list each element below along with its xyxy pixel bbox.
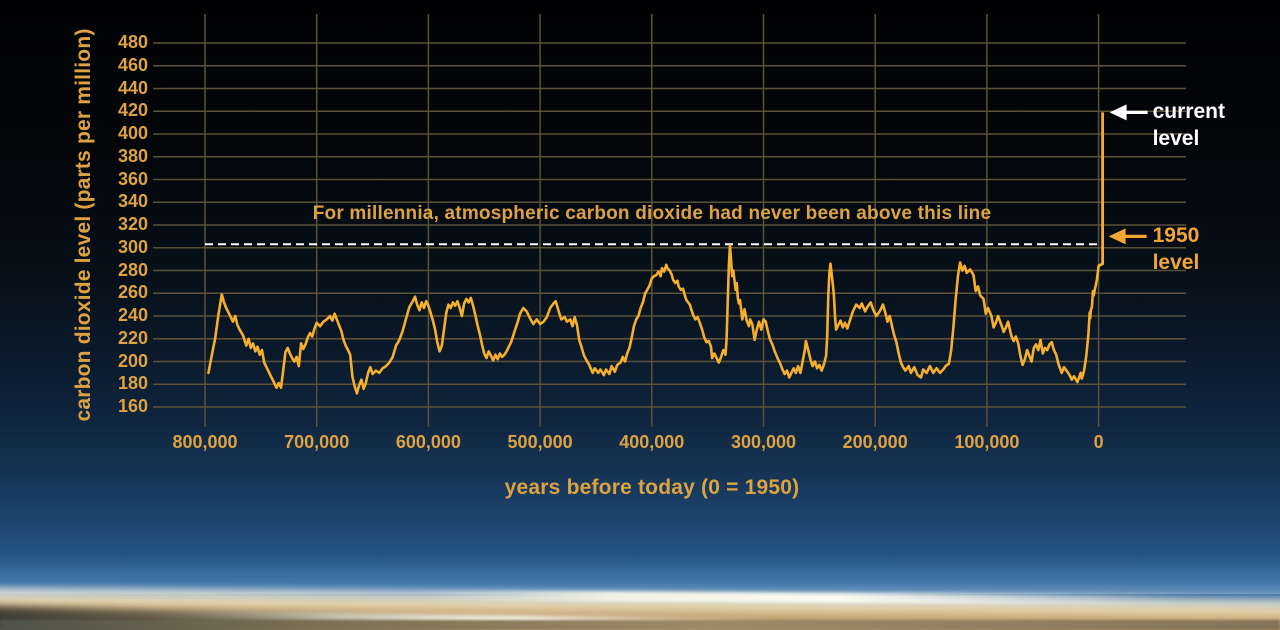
x-tick-label: 700,000 — [284, 432, 350, 452]
x-tick-label: 400,000 — [619, 432, 685, 452]
x-tick-label: 200,000 — [842, 432, 908, 452]
y-tick-label: 260 — [117, 282, 148, 303]
y-tick-label: 160 — [117, 396, 148, 416]
x-axis-title: years before today (0 = 1950) — [504, 476, 800, 499]
x-tick-label: 300,000 — [730, 432, 797, 452]
level-1950-label: 1950 level — [1153, 222, 1200, 276]
x-tick-label: 800,000 — [172, 432, 238, 452]
level-1950-line2: level — [1152, 251, 1200, 275]
y-tick-label: 380 — [117, 145, 148, 166]
y-tick-label: 440 — [117, 77, 148, 98]
y-tick-label: 460 — [117, 54, 148, 75]
current-spike — [1097, 112, 1104, 268]
y-tick-label: 300 — [117, 236, 148, 257]
threshold-annotation-text: For millennia, atmospheric carbon dioxid… — [312, 203, 992, 224]
level-1950-line1: 1950 — [1152, 224, 1200, 248]
y-tick-label: 400 — [117, 123, 148, 143]
current-level-line2: level — [1152, 127, 1200, 151]
co2-curve — [207, 244, 1100, 395]
current-level-line1: current — [1152, 100, 1225, 124]
x-tick-label: 500,000 — [507, 432, 573, 452]
y-tick-label: 480 — [117, 32, 148, 52]
current-level-label: current level — [1153, 98, 1225, 152]
x-tick-label: 100,000 — [954, 432, 1020, 452]
y-tick-label: 280 — [117, 259, 148, 280]
y-tick-label: 240 — [117, 305, 148, 325]
x-tick-label: 600,000 — [395, 432, 461, 452]
y-tick-label: 220 — [117, 327, 148, 348]
cloud-bottom-strip — [0, 620, 1280, 630]
y1950-arrow-head — [1108, 228, 1126, 245]
y-tick-label: 180 — [117, 373, 148, 394]
y-tick-label: 340 — [117, 191, 148, 212]
y-tick-label: 420 — [117, 100, 148, 121]
y-tick-label: 200 — [117, 350, 148, 371]
x-tick-label: 0 — [1093, 432, 1104, 452]
y-tick-label: 320 — [117, 214, 148, 234]
current-arrow-head — [1109, 104, 1127, 121]
y-tick-label: 360 — [117, 168, 148, 189]
